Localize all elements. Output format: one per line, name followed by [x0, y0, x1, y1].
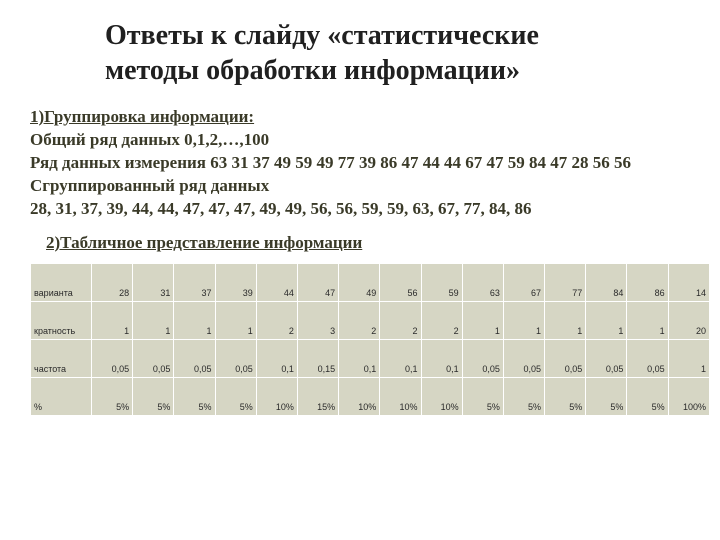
- section1-line-d: 28, 31, 37, 39, 44, 44, 47, 47, 47, 49, …: [30, 199, 532, 218]
- section1-line-b: Ряд данных измерения 63 31 37 49 59 49 7…: [30, 153, 631, 172]
- table-cell: 2: [256, 301, 297, 339]
- table-cell: 1: [174, 301, 215, 339]
- table-cell: 5%: [503, 377, 544, 415]
- title-line-2: методы обработки информации»: [105, 55, 520, 86]
- table-cell: 37: [174, 263, 215, 301]
- table-row: варианта283137394447495659636777848614: [31, 263, 710, 301]
- table-cell: 5%: [545, 377, 586, 415]
- section1-line-c: Сгруппированный ряд данных: [30, 176, 269, 195]
- table-cell: 0,1: [421, 339, 462, 377]
- row-label: частота: [31, 339, 92, 377]
- table-row: %5%5%5%5%10%15%10%10%10%5%5%5%5%5%100%: [31, 377, 710, 415]
- table-cell: 67: [503, 263, 544, 301]
- table-cell: 0,05: [545, 339, 586, 377]
- section2-heading: 2)Табличное представление информации: [46, 233, 690, 253]
- table-cell: 10%: [421, 377, 462, 415]
- table-cell: 0,05: [215, 339, 256, 377]
- table-cell: 56: [380, 263, 421, 301]
- table-body: варианта283137394447495659636777848614кр…: [31, 263, 710, 415]
- slide: Ответы к слайду «статистические методы о…: [0, 0, 720, 416]
- table-cell: 1: [462, 301, 503, 339]
- table-cell: 5%: [627, 377, 668, 415]
- table-cell: 0,1: [339, 339, 380, 377]
- table-cell: 10%: [256, 377, 297, 415]
- title-line-1: Ответы к слайду «статистические: [105, 20, 539, 51]
- section-grouping: 1)Группировка информации: Общий ряд данн…: [30, 106, 690, 221]
- table-cell: 1: [92, 301, 133, 339]
- table-cell: 5%: [133, 377, 174, 415]
- table-cell: 1: [215, 301, 256, 339]
- table-cell: 14: [668, 263, 709, 301]
- table-cell: 0,05: [92, 339, 133, 377]
- table-cell: 10%: [380, 377, 421, 415]
- table-cell: 100%: [668, 377, 709, 415]
- row-label: %: [31, 377, 92, 415]
- table-cell: 59: [421, 263, 462, 301]
- table-cell: 1: [503, 301, 544, 339]
- table-cell: 1: [545, 301, 586, 339]
- table-cell: 0,05: [133, 339, 174, 377]
- table-cell: 5%: [462, 377, 503, 415]
- table-cell: 5%: [586, 377, 627, 415]
- table-cell: 15%: [297, 377, 338, 415]
- data-table: варианта283137394447495659636777848614кр…: [30, 263, 710, 416]
- table-row: кратность1111232221111120: [31, 301, 710, 339]
- table-cell: 28: [92, 263, 133, 301]
- slide-title: Ответы к слайду «статистические методы о…: [105, 18, 690, 88]
- table-cell: 0,1: [256, 339, 297, 377]
- table-cell: 1: [586, 301, 627, 339]
- table-cell: 2: [380, 301, 421, 339]
- table-cell: 20: [668, 301, 709, 339]
- section1-heading: 1)Группировка информации:: [30, 107, 254, 126]
- table-row: частота0,050,050,050,050,10,150,10,10,10…: [31, 339, 710, 377]
- table-cell: 44: [256, 263, 297, 301]
- table-cell: 5%: [174, 377, 215, 415]
- table-cell: 86: [627, 263, 668, 301]
- section1-line-a: Общий ряд данных 0,1,2,…,100: [30, 130, 269, 149]
- table-cell: 1: [627, 301, 668, 339]
- table-cell: 3: [297, 301, 338, 339]
- table-cell: 5%: [215, 377, 256, 415]
- table-cell: 31: [133, 263, 174, 301]
- table-cell: 0,05: [462, 339, 503, 377]
- table-cell: 84: [586, 263, 627, 301]
- table-cell: 77: [545, 263, 586, 301]
- table-cell: 2: [339, 301, 380, 339]
- table-cell: 0,05: [627, 339, 668, 377]
- table-cell: 1: [133, 301, 174, 339]
- table-cell: 0,15: [297, 339, 338, 377]
- table-cell: 5%: [92, 377, 133, 415]
- table-cell: 47: [297, 263, 338, 301]
- row-label: варианта: [31, 263, 92, 301]
- table-cell: 0,05: [503, 339, 544, 377]
- row-label: кратность: [31, 301, 92, 339]
- table-cell: 0,1: [380, 339, 421, 377]
- table-cell: 1: [668, 339, 709, 377]
- table-cell: 0,05: [586, 339, 627, 377]
- table-cell: 63: [462, 263, 503, 301]
- table-cell: 0,05: [174, 339, 215, 377]
- table-cell: 39: [215, 263, 256, 301]
- table-cell: 10%: [339, 377, 380, 415]
- table-cell: 49: [339, 263, 380, 301]
- table-cell: 2: [421, 301, 462, 339]
